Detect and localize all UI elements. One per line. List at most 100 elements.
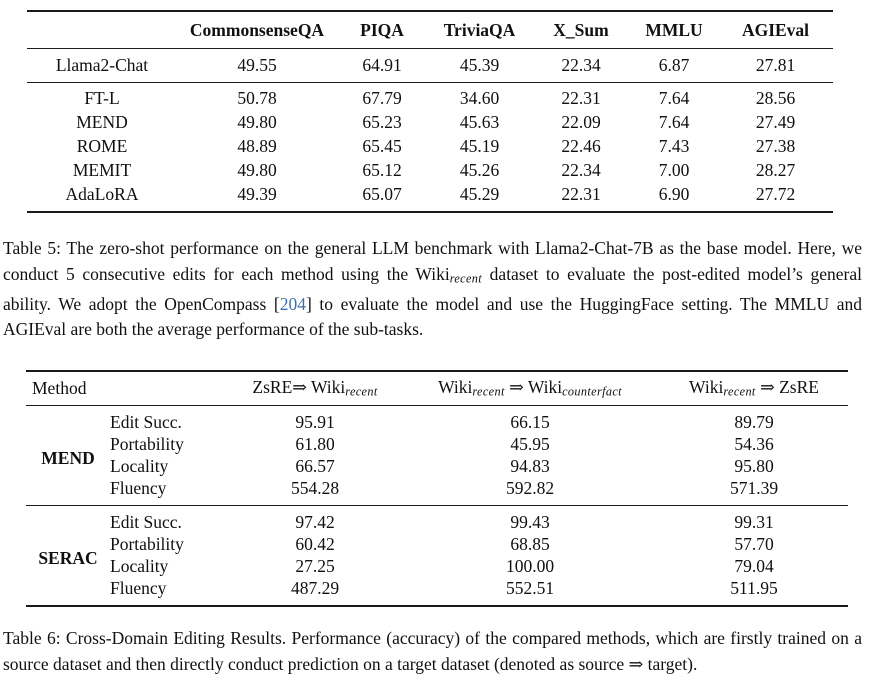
cell-value: 45.63 [459, 112, 500, 132]
cell-value: 89.79 [734, 412, 774, 433]
cell-value: 65.07 [362, 184, 402, 204]
cell-value: 571.39 [729, 478, 779, 499]
column-header-wikirecent-to-wikicounterfact: Wikirecent ⇒ Wikicounterfact [400, 371, 660, 406]
cell-value: 22.34 [561, 55, 601, 75]
metric-label: Portability [110, 434, 184, 455]
row-label: MEND [76, 112, 128, 132]
table6-caption: Table 6: Cross-Domain Editing Results. P… [0, 626, 869, 677]
cell-value: 95.80 [734, 456, 774, 477]
row-label: AdaLoRA [65, 184, 139, 204]
cell-value: 64.91 [362, 55, 402, 75]
caption-text: Table 5: The zero-shot performance on th… [3, 238, 862, 284]
cell-value: 45.26 [459, 160, 500, 180]
cell-value: 552.51 [505, 578, 555, 599]
table-row-serac-locality: Locality 27.25 100.00 79.04 [26, 555, 848, 577]
cell-value: 6.87 [658, 55, 690, 75]
cell-value: 79.04 [734, 556, 774, 577]
table-row-adalora: AdaLoRA 49.39 65.07 45.29 22.31 6.90 27.… [27, 183, 833, 213]
header-text: Wiki [689, 376, 724, 397]
column-header-xsum: X_Sum [553, 20, 609, 40]
cell-value: 68.85 [510, 534, 550, 555]
cell-value: 592.82 [505, 478, 555, 499]
cell-value: 61.80 [295, 434, 335, 455]
column-header-commonsenseqa: CommonsenseQA [189, 20, 325, 40]
metric-label: Edit Succ. [110, 512, 182, 533]
cell-value: 49.80 [237, 112, 277, 132]
general-benchmark-table: CommonsenseQA PIQA TriviaQA X_Sum MMLU A… [27, 10, 833, 213]
cell-value: 45.29 [459, 184, 500, 204]
table5-header-row: CommonsenseQA PIQA TriviaQA X_Sum MMLU A… [27, 11, 833, 49]
cell-value: 94.83 [510, 456, 550, 477]
cell-value: 27.38 [755, 136, 796, 156]
subscript-recent: recent [345, 384, 378, 399]
table5-caption: Table 5: The zero-shot performance on th… [0, 236, 869, 343]
metric-label: Fluency [110, 578, 167, 599]
cell-value: 49.39 [237, 184, 277, 204]
cell-value: 22.34 [561, 160, 601, 180]
caption-text: target). [643, 653, 698, 674]
header-text: ZsRE⇒ Wiki [252, 376, 346, 397]
caption-text: Table 6: Cross-Domain Editing Results. P… [3, 628, 862, 674]
table-row-rome: ROME 48.89 65.45 45.19 22.46 7.43 27.38 [27, 135, 833, 159]
cell-value: 27.49 [755, 112, 796, 132]
cell-value: 6.90 [658, 184, 690, 204]
header-text: Wiki [438, 376, 473, 397]
cell-value: 66.57 [295, 456, 335, 477]
caption-text: dataset to evaluate the post-edited mode… [3, 263, 862, 314]
table-row-mend-fluency: Fluency 554.28 592.82 571.39 [26, 477, 848, 506]
table-row-memit: MEMIT 49.80 65.12 45.26 22.34 7.00 28.27 [27, 159, 833, 183]
table-row-mend-locality: Locality 66.57 94.83 95.80 [26, 455, 848, 477]
cell-value: 65.23 [362, 112, 402, 132]
metric-label: Portability [110, 534, 184, 555]
cell-value: 49.55 [237, 55, 277, 75]
column-header-piqa: PIQA [360, 20, 404, 40]
cell-value: 511.95 [730, 578, 778, 599]
cell-value: 97.42 [295, 512, 335, 533]
caption-text: ] to evaluate the model and use the Hugg… [3, 293, 862, 340]
cell-value: 100.00 [505, 556, 555, 577]
table-row-serac-fluency: Fluency 487.29 552.51 511.95 [26, 577, 848, 606]
subscript-recent: recent [472, 384, 505, 399]
cell-value: 95.91 [295, 412, 335, 433]
cell-value: 22.31 [561, 184, 601, 204]
table-row-mend-portability: Portability 61.80 45.95 54.36 [26, 433, 848, 455]
row-label: Llama2-Chat [55, 55, 149, 75]
table6-header-row: Method ZsRE⇒ Wikirecent Wikirecent ⇒ Wik… [26, 371, 849, 406]
cell-value: 54.36 [734, 434, 774, 455]
empty-header-cell [27, 11, 177, 49]
metric-label: Locality [110, 456, 169, 477]
metric-label: Fluency [110, 478, 167, 499]
column-header-triviaqa: TriviaQA [443, 20, 516, 40]
method-label-mend: MEND [41, 448, 95, 469]
cell-value: 22.31 [561, 88, 601, 108]
cell-value: 27.25 [295, 556, 335, 577]
row-label: ROME [76, 136, 128, 156]
cell-value: 7.64 [658, 112, 690, 132]
citation-link-204[interactable]: 204 [279, 293, 306, 314]
metric-label: Edit Succ. [110, 412, 182, 433]
cell-value: 7.43 [658, 136, 690, 156]
column-header-mmlu: MMLU [645, 20, 703, 40]
cross-domain-table: Method ZsRE⇒ Wikirecent Wikirecent ⇒ Wik… [26, 369, 849, 608]
cell-value: 7.64 [658, 88, 690, 108]
cell-value: 27.81 [755, 55, 796, 75]
cell-value: 99.43 [510, 512, 550, 533]
method-label-serac: SERAC [38, 548, 98, 569]
cell-value: 65.12 [362, 160, 402, 180]
table-row-mend: MEND 49.80 65.23 45.63 22.09 7.64 27.49 [27, 111, 833, 135]
cell-value: 99.31 [734, 512, 774, 533]
cell-value: 45.19 [459, 136, 500, 156]
table-row-serac-edit-succ: SERAC Edit Succ. 97.42 99.43 99.31 [26, 506, 848, 569]
column-header-zsre-to-wikirecent: ZsRE⇒ Wikirecent [230, 371, 400, 406]
cell-value: 34.60 [459, 88, 500, 108]
cell-value: 57.70 [734, 534, 774, 555]
cell-value: 22.46 [561, 136, 601, 156]
metric-label: Locality [110, 556, 169, 577]
double-arrow-glyph: ⇒ [628, 653, 644, 674]
cell-value: 45.39 [459, 55, 500, 75]
subscript-counterfact: counterfact [562, 384, 622, 399]
table-row-ft-l: FT-L 50.78 67.79 34.60 22.31 7.64 28.56 [27, 83, 833, 111]
cell-value: 28.27 [755, 160, 796, 180]
cell-value: 67.79 [362, 88, 402, 108]
